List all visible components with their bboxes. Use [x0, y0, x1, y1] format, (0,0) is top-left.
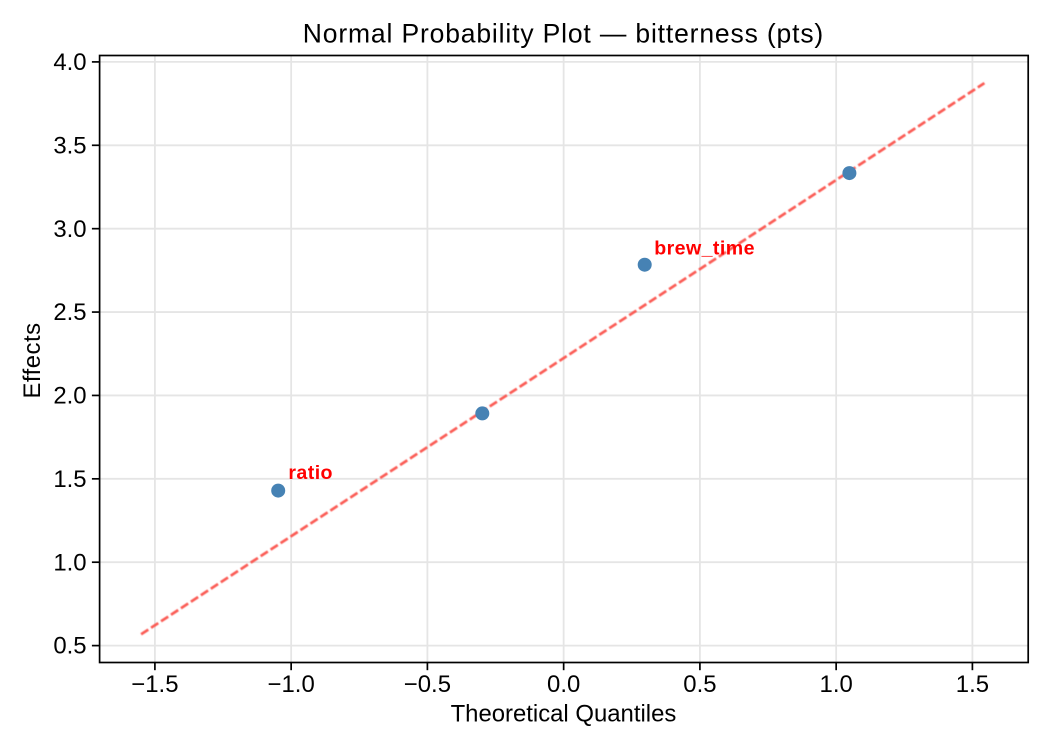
svg-text:0.5: 0.5 [683, 671, 716, 698]
svg-text:2.5: 2.5 [53, 299, 86, 326]
svg-text:−0.5: −0.5 [404, 671, 451, 698]
svg-text:2.0: 2.0 [53, 383, 86, 410]
svg-text:0.5: 0.5 [53, 633, 86, 660]
svg-text:−1.0: −1.0 [268, 671, 315, 698]
svg-text:ratio: ratio [288, 462, 333, 484]
svg-text:brew_time: brew_time [654, 237, 755, 259]
svg-text:Theoretical Quantiles: Theoretical Quantiles [451, 701, 677, 728]
svg-text:0.0: 0.0 [547, 671, 580, 698]
svg-text:3.5: 3.5 [53, 132, 86, 159]
svg-text:Effects: Effects [19, 322, 46, 398]
svg-text:1.0: 1.0 [53, 549, 86, 576]
svg-text:1.0: 1.0 [820, 671, 853, 698]
svg-text:1.5: 1.5 [956, 671, 989, 698]
svg-text:4.0: 4.0 [53, 49, 86, 76]
svg-text:1.5: 1.5 [53, 466, 86, 493]
svg-text:−1.5: −1.5 [131, 671, 178, 698]
svg-text:3.0: 3.0 [53, 216, 86, 243]
svg-text:Normal Probability Plot — bitt: Normal Probability Plot — bitterness (pt… [303, 19, 824, 49]
